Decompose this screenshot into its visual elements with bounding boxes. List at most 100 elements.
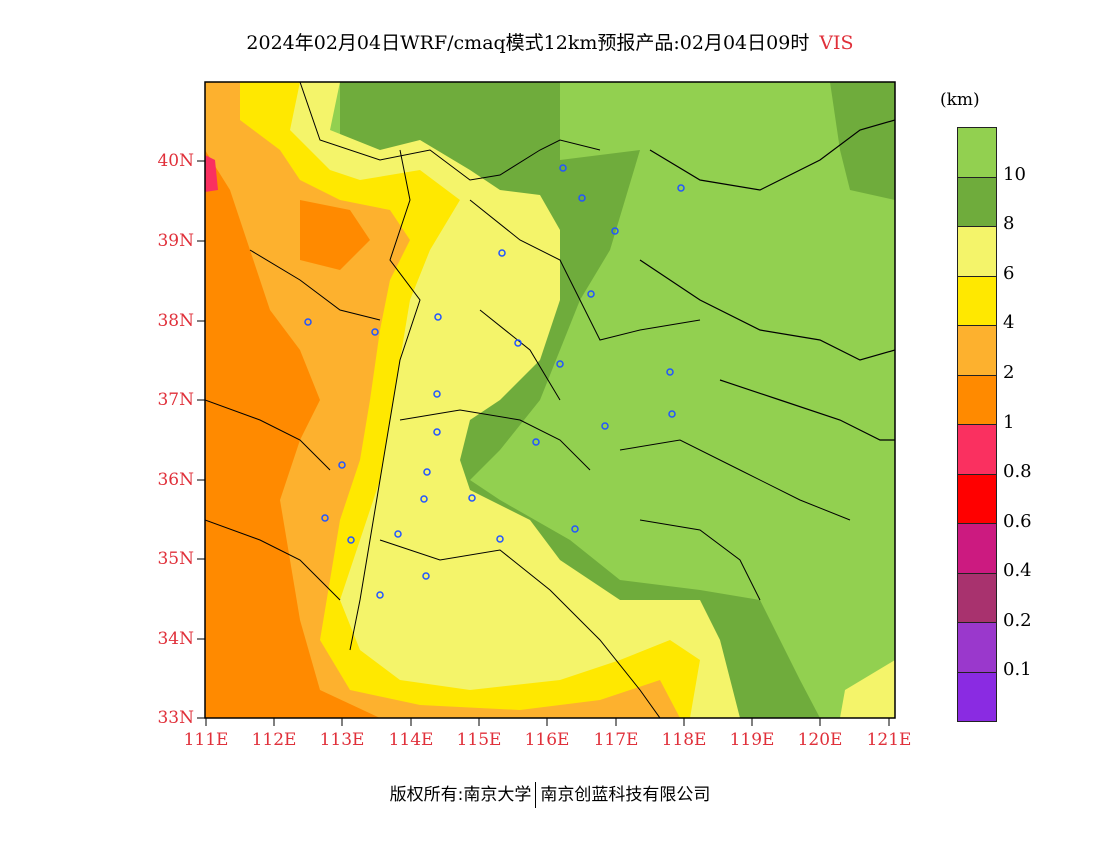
city-marker (376, 591, 384, 599)
footer-separator (535, 782, 537, 808)
boundaries (205, 82, 895, 718)
city-marker (347, 536, 355, 544)
city-marker (433, 390, 441, 398)
city-markers (304, 164, 685, 599)
title-text: 2024年02月04日WRF/cmaq模式12km预报产品:02月04日09时 (246, 32, 810, 54)
coastline (649, 119, 895, 191)
colorbar-segment (958, 375, 996, 425)
city-marker (514, 339, 522, 347)
colorbar-label: 2 (1003, 361, 1015, 383)
city-marker (611, 227, 619, 235)
colorbar-segment (958, 573, 996, 623)
city-marker (559, 164, 567, 172)
y-tick-label: 40N (157, 151, 194, 171)
city-marker (496, 535, 504, 543)
city-marker (394, 530, 402, 538)
colorbar-label: 1 (1003, 411, 1015, 433)
tick-marks (197, 160, 890, 726)
x-tick-label: 121E (866, 730, 912, 750)
colorbar-label: 0.1 (1003, 659, 1032, 681)
city-marker (338, 461, 346, 469)
city-marker (571, 525, 579, 533)
city-marker (556, 360, 564, 368)
colorbar-label: 0.2 (1003, 609, 1032, 631)
x-tick-label: 120E (797, 730, 843, 750)
city-marker (304, 318, 312, 326)
city-marker (498, 249, 506, 257)
x-tick-label: 117E (593, 730, 639, 750)
colorbar-segment (958, 177, 996, 227)
province-border (379, 539, 661, 718)
city-marker (677, 184, 685, 192)
colorbar-unit: (km) (940, 90, 980, 110)
coastline (639, 259, 895, 361)
colorbar (957, 127, 997, 722)
colorbar-segment (958, 524, 996, 574)
city-marker (666, 368, 674, 376)
colorbar-label: 8 (1003, 213, 1015, 235)
city-marker (422, 572, 430, 580)
visibility-field (205, 82, 895, 718)
x-tick-label: 113E (319, 730, 365, 750)
y-tick-label: 34N (157, 629, 194, 649)
x-tick-label: 112E (251, 730, 297, 750)
city-marker (532, 438, 540, 446)
company-text: 南京创蓝科技有限公司 (540, 785, 711, 805)
colorbar-segment (958, 623, 996, 673)
x-tick-label: 111E (183, 730, 229, 750)
province-border (249, 249, 381, 321)
field-vis-0.8 (205, 155, 218, 192)
variable-label: VIS (819, 32, 854, 54)
province-border (299, 82, 601, 181)
city-marker (423, 468, 431, 476)
y-tick-label: 37N (157, 390, 194, 410)
x-tick-label: 115E (456, 730, 502, 750)
province-border (619, 439, 851, 521)
field-vis-1-north (300, 200, 370, 270)
province-border (469, 199, 701, 341)
field-vis-1 (205, 150, 380, 718)
city-marker (668, 410, 676, 418)
city-marker (371, 328, 379, 336)
copyright-text: 版权所有:南京大学 (389, 785, 532, 805)
colorbar-segment (958, 425, 996, 475)
colorbar-segment (958, 276, 996, 326)
field-vis-6-patch (490, 230, 545, 290)
colorbar-segment (958, 326, 996, 376)
city-marker (601, 422, 609, 430)
y-tick-label: 36N (157, 470, 194, 490)
colorbar-segment (958, 474, 996, 524)
map-title: 2024年02月04日WRF/cmaq模式12km预报产品:02月04日09时 V… (0, 28, 1100, 55)
field-vis-8-east (830, 82, 895, 200)
colorbar-label: 6 (1003, 262, 1015, 284)
x-tick-label: 118E (661, 730, 707, 750)
city-marker (321, 514, 329, 522)
province-border (479, 309, 561, 401)
field-vis-6-se (840, 660, 895, 718)
city-marker (587, 290, 595, 298)
colorbar-label: 0.6 (1003, 510, 1032, 532)
coastline (719, 379, 895, 441)
y-tick-label: 35N (157, 549, 194, 569)
city-marker (578, 194, 586, 202)
city-marker (468, 494, 476, 502)
footer: 版权所有:南京大学 南京创蓝科技有限公司 (0, 780, 1100, 808)
colorbar-segment (958, 672, 996, 721)
city-marker (433, 428, 441, 436)
x-tick-label: 114E (388, 730, 434, 750)
province-border (399, 409, 591, 471)
province-border (205, 399, 331, 471)
colorbar-label: 0.8 (1003, 461, 1032, 483)
y-tick-label: 39N (157, 231, 194, 251)
x-tick-label: 116E (524, 730, 570, 750)
province-border (205, 519, 341, 601)
province-border (639, 519, 761, 601)
colorbar-segment (958, 128, 996, 178)
y-tick-label: 38N (157, 311, 194, 331)
x-tick-label: 119E (729, 730, 775, 750)
province-border (349, 149, 421, 651)
city-marker (434, 313, 442, 321)
city-marker (420, 495, 428, 503)
colorbar-label: 4 (1003, 312, 1015, 334)
